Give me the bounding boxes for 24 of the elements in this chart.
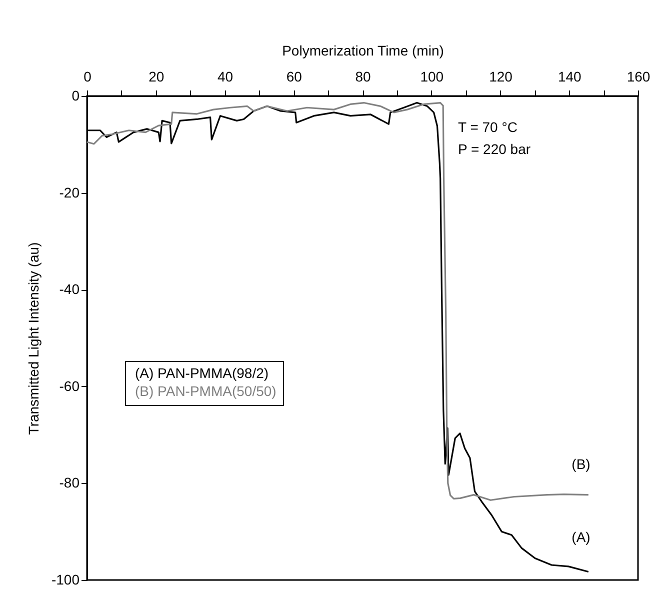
annotation: T = 70 °C (458, 119, 518, 135)
annotation: (B) (572, 456, 590, 472)
text: (A) PAN-PMMA(98/2) (135, 365, 269, 381)
y-tick-label: -40 (59, 281, 80, 298)
x-axis-title: Polymerization Time (min) (282, 42, 444, 58)
annotation: (A) (572, 529, 590, 545)
text: (B) PAN-PMMA(50/50) (135, 383, 276, 399)
x-tick-label: 60 (286, 68, 302, 84)
x-tick-label: 100 (420, 68, 444, 84)
x-tick-label: 20 (148, 68, 164, 84)
y-tick-label: -100 (51, 572, 80, 588)
y-tick-label: -60 (59, 378, 80, 394)
y-axis-title: Transmitted Light Intensity (au) (25, 242, 42, 435)
x-tick-label: 0 (84, 68, 92, 84)
line-series (86, 102, 590, 501)
annotation: P = 220 bar (458, 141, 531, 157)
y-tick-label: -20 (59, 184, 80, 200)
x-tick-label: 120 (489, 68, 513, 84)
y-tick-label: 0 (72, 88, 80, 104)
x-tick-label: 140 (558, 68, 582, 84)
x-tick-label: 40 (217, 68, 234, 84)
x-tick-label: 80 (355, 68, 371, 84)
x-tick-label: 160 (626, 68, 650, 84)
y-tick-label: -80 (59, 474, 80, 491)
